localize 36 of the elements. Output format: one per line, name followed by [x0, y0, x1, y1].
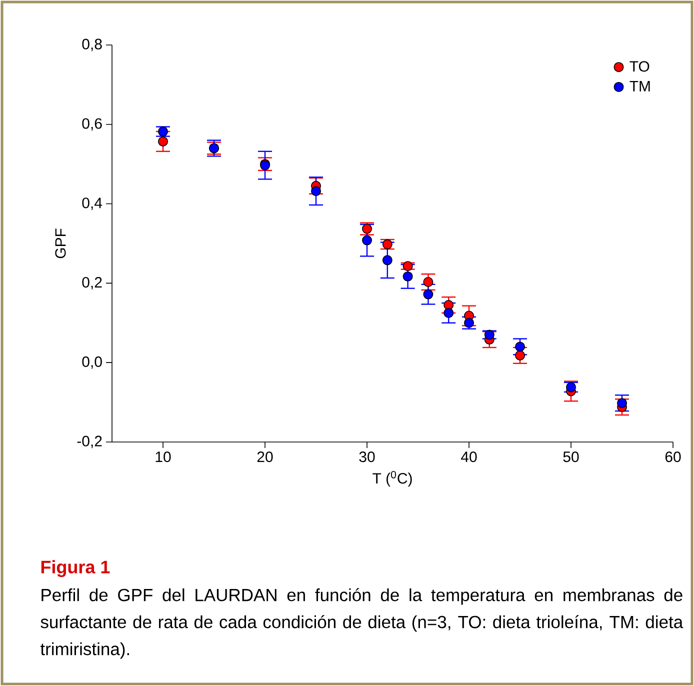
x-axis-title: T ($^{0}$C) — [372, 470, 412, 487]
point — [402, 261, 413, 272]
point — [444, 300, 454, 310]
point — [158, 136, 168, 146]
x-tick-label: 40 — [461, 452, 477, 462]
point — [464, 318, 474, 328]
y-tick-label: 0,2 — [82, 276, 102, 290]
x-tick-label: 30 — [359, 452, 375, 462]
legend-label: TO — [630, 61, 650, 72]
x-tick-label: 50 — [563, 452, 579, 462]
point — [311, 186, 322, 196]
point — [444, 308, 454, 318]
point — [362, 224, 372, 234]
point — [158, 126, 168, 137]
text: Perfil de GPF del LAURDAN en función de la temperatura en membranas de surfactante de rata de cada condición de dieta (n=3, TO: dieta trioleína, TM: dieta trimiristina). — [40, 588, 684, 659]
point — [382, 255, 392, 266]
y-tick-label: 0,4 — [82, 198, 102, 210]
point — [362, 235, 372, 246]
x-tick-label: 60 — [665, 452, 681, 462]
point — [382, 239, 392, 250]
point — [423, 289, 434, 300]
point — [617, 398, 628, 408]
legend-label: TM — [630, 81, 650, 92]
point — [423, 276, 434, 287]
x-tick-label: 20 — [257, 452, 273, 462]
x-tick-label: 10 — [156, 452, 171, 462]
point — [402, 271, 413, 282]
point — [484, 330, 494, 340]
y-tick-label: 0,8 — [82, 38, 102, 52]
y-tick-label: 0,0 — [82, 356, 102, 369]
y-tick-label: -0,2 — [77, 436, 102, 448]
point — [515, 342, 526, 352]
y-tick-label: 0,6 — [82, 118, 102, 131]
point — [515, 350, 526, 360]
y-axis-title: GPF — [55, 228, 66, 258]
text: Figura 1 — [41, 560, 110, 578]
